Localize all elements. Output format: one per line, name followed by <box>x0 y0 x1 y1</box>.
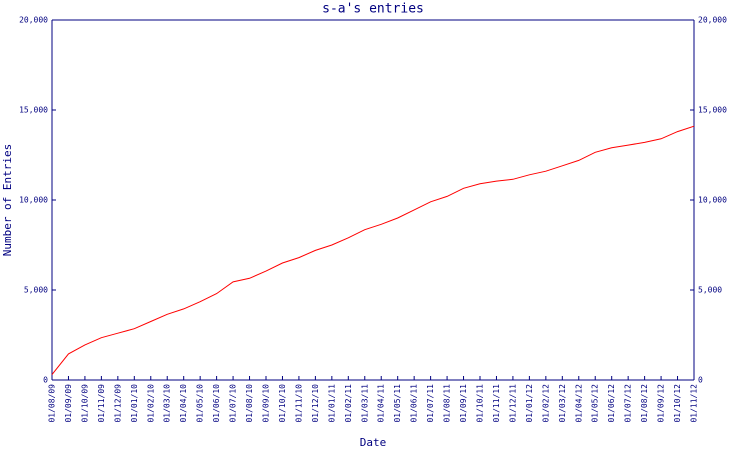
x-tick-label: 01/06/10 <box>212 384 221 423</box>
x-tick-label: 01/08/09 <box>48 384 57 423</box>
x-tick-label: 01/05/10 <box>196 384 205 423</box>
x-tick-label: 01/07/12 <box>624 384 633 423</box>
y2-tick-label: 20,000 <box>698 16 727 25</box>
y2-tick-label: 0 <box>698 376 703 385</box>
x-tick-label: 01/04/10 <box>179 384 188 423</box>
x-tick-label: 01/10/09 <box>80 384 89 423</box>
x-tick-label: 01/07/11 <box>426 384 435 423</box>
data-line <box>51 125 695 375</box>
x-tick-label: 01/03/10 <box>163 384 172 423</box>
x-tick-label: 01/05/12 <box>591 384 600 423</box>
x-tick-label: 01/01/10 <box>130 384 139 423</box>
x-axis-label: Date <box>360 436 387 449</box>
x-tick-label: 01/11/11 <box>492 384 501 423</box>
y-tick-label: 20,000 <box>19 16 48 25</box>
y-axis-label: Number of Entries <box>1 144 14 257</box>
x-tick-label: 01/01/11 <box>327 384 336 423</box>
x-tick-label: 01/12/11 <box>508 384 517 423</box>
y-tick-label: 10,000 <box>19 196 48 205</box>
y-tick-label: 0 <box>43 376 48 385</box>
x-tick-label: 01/10/10 <box>278 384 287 423</box>
x-tick-label: 01/07/10 <box>229 384 238 423</box>
x-tick-label: 01/01/12 <box>525 384 534 423</box>
chart-title: s-a's entries <box>322 2 424 17</box>
y-tick-label: 15,000 <box>19 106 48 115</box>
x-tick-label: 01/12/10 <box>311 384 320 423</box>
y2-tick-label: 15,000 <box>698 106 727 115</box>
x-tick-label: 01/04/11 <box>377 384 386 423</box>
x-tick-label: 01/09/10 <box>262 384 271 423</box>
x-tick-label: 01/09/09 <box>64 384 73 423</box>
x-tick-label: 01/10/12 <box>673 384 682 423</box>
x-tick-label: 01/10/11 <box>476 384 485 423</box>
x-tick-label: 01/08/12 <box>640 384 649 423</box>
x-tick-label: 01/06/12 <box>607 384 616 423</box>
x-tick-label: 01/04/12 <box>574 384 583 423</box>
x-tick-label: 01/06/11 <box>410 384 419 423</box>
x-tick-label: 01/08/11 <box>443 384 452 423</box>
y-tick-label: 5,000 <box>24 286 48 295</box>
x-tick-label: 01/03/11 <box>360 384 369 423</box>
x-tick-label: 01/05/11 <box>393 384 402 423</box>
x-tick-label: 01/11/10 <box>294 384 303 423</box>
y2-tick-label: 5,000 <box>698 286 722 295</box>
x-tick-label: 01/09/11 <box>459 384 468 423</box>
x-tick-label: 01/02/12 <box>541 384 550 423</box>
x-tick-label: 01/08/10 <box>245 384 254 423</box>
x-tick-label: 01/02/11 <box>344 384 353 423</box>
x-tick-label: 01/11/12 <box>690 384 699 423</box>
x-tick-label: 01/09/12 <box>657 384 666 423</box>
y2-tick-label: 10,000 <box>698 196 727 205</box>
x-tick-label: 01/03/12 <box>558 384 567 423</box>
x-tick-label: 01/02/10 <box>146 384 155 423</box>
x-tick-label: 01/12/09 <box>113 384 122 423</box>
x-tick-label: 01/11/09 <box>97 384 106 423</box>
